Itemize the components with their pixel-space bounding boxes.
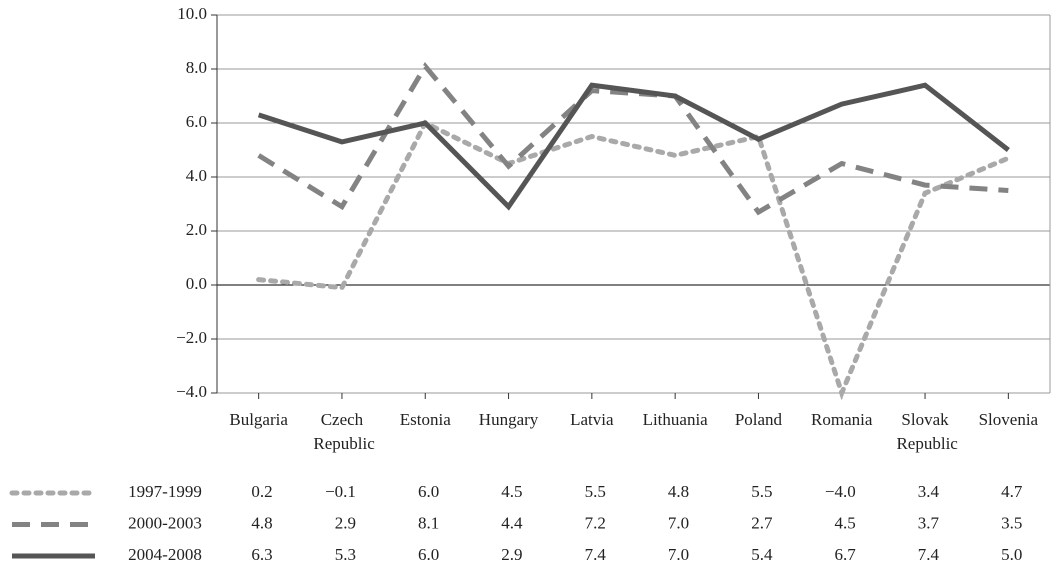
table-value: 3.4 [918,482,940,501]
table-value: 4.8 [251,513,272,532]
table-value: 4.4 [501,513,523,532]
table-value: −4.0 [825,482,856,501]
series-line [257,82,1010,211]
table-value: 5.3 [335,545,356,564]
table-value: 2.9 [335,513,356,532]
x-tick-label: Poland [735,410,783,429]
x-tick-label: Estonia [400,410,451,429]
x-tick-label: Lithuania [643,410,709,429]
table-value: 6.0 [418,545,439,564]
table-value: 7.0 [668,545,689,564]
table-value: 4.5 [835,513,856,532]
x-tick-label: Latvia [570,410,614,429]
y-tick-label: −4.0 [176,382,207,401]
table-value: 5.5 [585,482,606,501]
legend-label: 2000-2003 [128,513,202,532]
table-value: 2.9 [501,545,522,564]
table-value: 4.5 [501,482,522,501]
table-value: 3.5 [1001,513,1022,532]
x-tick-label: Slovak Republic [892,410,958,453]
table-value: 3.7 [918,513,940,532]
table-value: 5.0 [1001,545,1022,564]
x-tick-label: Hungary [479,410,539,429]
table-value: 7.4 [918,545,940,564]
table-value: 4.8 [668,482,689,501]
table-value: 7.2 [585,513,606,532]
legend-label: 2004-2008 [128,545,202,564]
series-line [257,61,1009,216]
x-tick-label: Bulgaria [229,410,288,429]
y-tick-label: 0.0 [186,274,207,293]
y-tick-label: 6.0 [186,112,207,131]
legend-label: 1997-1999 [128,482,202,501]
y-tick-label: 8.0 [186,58,207,77]
table-value: −0.1 [325,482,356,501]
table-value: 6.7 [835,545,857,564]
x-tick-label: Czech Republic [309,410,375,453]
x-tick-label: Slovenia [979,410,1039,429]
y-tick-label: −2.0 [176,328,207,347]
table-value: 7.0 [668,513,689,532]
table-value: 5.5 [751,482,772,501]
x-tick-label: Romania [811,410,873,429]
table-value: 2.7 [751,513,773,532]
table-value: 6.3 [251,545,272,564]
table-value: 4.7 [1001,482,1023,501]
y-tick-label: 10.0 [177,4,207,23]
table-value: 0.2 [251,482,272,501]
table-value: 8.1 [418,513,439,532]
table-value: 6.0 [418,482,439,501]
table-value: 5.4 [751,545,773,564]
y-tick-label: 4.0 [186,166,207,185]
series-line [256,119,1011,401]
y-tick-label: 2.0 [186,220,207,239]
table-value: 7.4 [585,545,607,564]
